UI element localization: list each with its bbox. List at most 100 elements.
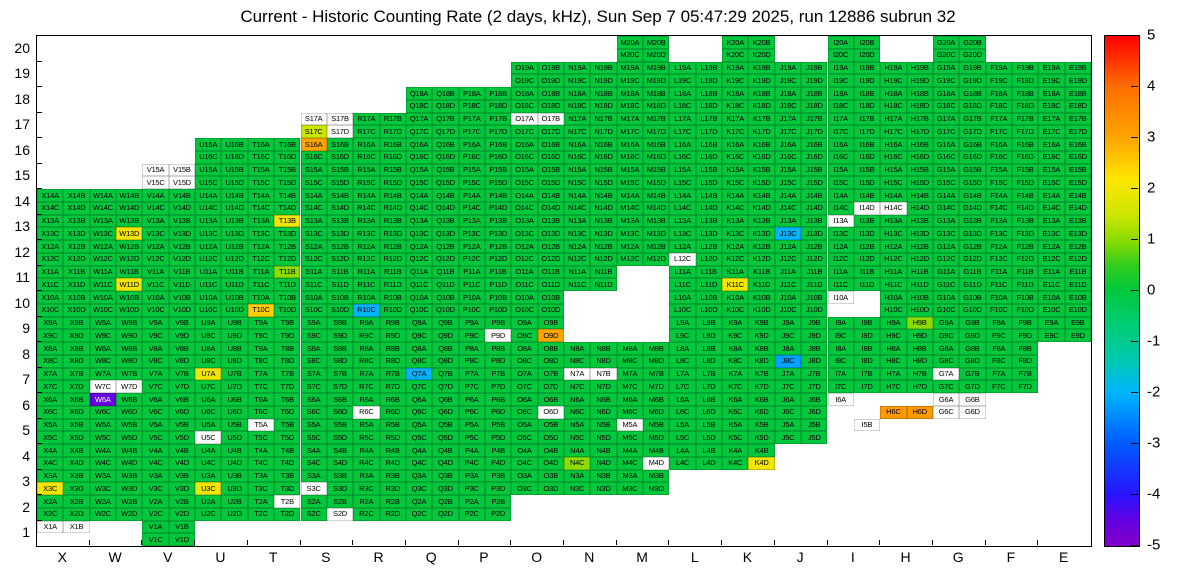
cell-H8C: H8C: [880, 354, 907, 368]
cell-E9D: E9D: [1064, 329, 1091, 342]
cell-G11D: G11D: [959, 278, 986, 291]
cell-R12A: R12A: [353, 240, 380, 253]
x-axis-label-P: P: [479, 549, 489, 565]
cell-I16D: I16D: [853, 150, 881, 164]
cell-W6A: W6A: [89, 393, 117, 406]
x-axis-label-L: L: [690, 549, 699, 565]
cell-P18D: P18D: [484, 99, 512, 113]
x-axis-tick: [773, 540, 775, 545]
cell-N14B: N14B: [590, 189, 617, 202]
cell-J6C: J6C: [774, 405, 802, 419]
cell-F15B: F15B: [1011, 163, 1039, 177]
cell-P17C: P17C: [458, 125, 485, 138]
cell-V7C: V7C: [142, 380, 169, 393]
cell-H7C: H7C: [880, 380, 907, 393]
cell-N6A: N6A: [564, 393, 591, 406]
cell-J19C: J19C: [774, 74, 802, 87]
cell-N11D: N11D: [590, 278, 617, 291]
cell-R6D: R6D: [379, 405, 406, 419]
y-axis-tick: [37, 137, 42, 138]
cell-F9C: F9C: [985, 329, 1012, 342]
cell-H12D: H12D: [906, 252, 933, 266]
cell-F14D: F14D: [1011, 201, 1039, 215]
cell-V1A: V1A: [142, 520, 169, 534]
cell-R13A: R13A: [353, 214, 380, 228]
cell-P10D: P10D: [484, 303, 512, 317]
x-axis-label-V: V: [163, 549, 173, 565]
cell-L9C: L9C: [669, 329, 696, 342]
cell-V11A: V11A: [142, 265, 169, 279]
cell-K10D: K10D: [748, 303, 775, 317]
cell-M19B: M19B: [643, 61, 670, 75]
cell-V8B: V8B: [168, 342, 196, 355]
cell-F8D: F8D: [1011, 354, 1039, 368]
cell-U7A: U7A: [195, 367, 222, 381]
y-axis-tick: [37, 264, 42, 266]
cell-X2C: X2C: [37, 507, 64, 521]
cell-I11A: I11A: [827, 265, 854, 279]
cell-I20C: I20C: [827, 48, 854, 62]
cell-O13C: O13C: [511, 227, 538, 240]
cell-L12B: L12B: [695, 240, 723, 253]
cell-F16D: F16D: [1011, 150, 1039, 164]
cell-X14A: X14A: [37, 189, 64, 202]
cell-V15B: V15B: [168, 163, 196, 177]
cell-E10B: E10B: [1064, 291, 1091, 304]
cell-V14B: V14B: [168, 189, 196, 202]
cell-O18B: O18B: [537, 87, 564, 100]
cell-U11A: U11A: [195, 265, 222, 279]
cell-W9D: W9D: [116, 329, 143, 342]
cell-O3C: O3C: [511, 482, 538, 495]
cell-X5C: X5C: [37, 431, 64, 444]
colorbar-tick-label--2: -2: [1147, 383, 1161, 401]
cell-K7D: K7D: [748, 380, 775, 393]
cell-K19B: K19B: [748, 61, 775, 75]
x-axis-tick: [141, 540, 143, 545]
cell-R15D: R15D: [379, 176, 406, 189]
cell-H10A: H10A: [880, 291, 907, 304]
cell-Q17A: Q17A: [405, 112, 433, 126]
cell-R6B: R6B: [379, 393, 406, 406]
cell-G8C: G8C: [932, 354, 960, 368]
cell-L13C: L13C: [669, 227, 696, 240]
cell-E13D: E13D: [1064, 227, 1091, 240]
cell-E16C: E16C: [1038, 150, 1065, 164]
cell-T5A: T5A: [247, 418, 275, 432]
cell-P8A: P8A: [458, 342, 485, 355]
cell-P18B: P18B: [484, 87, 512, 100]
cell-S16A: S16A: [300, 138, 327, 151]
cell-J5B: J5B: [801, 418, 828, 432]
cell-E12D: E12D: [1064, 252, 1091, 266]
cell-V11D: V11D: [168, 278, 196, 291]
cell-G8A: G8A: [932, 342, 960, 355]
x-axis-tick: [879, 540, 881, 545]
cell-J14B: J14B: [801, 189, 828, 202]
cell-T12D: T12D: [274, 252, 301, 266]
y-axis-tick: [37, 111, 42, 113]
cell-I19A: I19A: [827, 61, 854, 75]
cell-J11C: J11C: [774, 278, 802, 291]
cell-I7B: I7B: [853, 367, 881, 381]
cell-K6C: K6C: [722, 405, 749, 419]
cell-J16A: J16A: [774, 138, 802, 151]
cell-E17D: E17D: [1064, 125, 1091, 138]
cell-P4B: P4B: [484, 444, 512, 457]
cell-U7D: U7D: [221, 380, 248, 393]
x-axis-label-H: H: [900, 549, 911, 565]
x-axis-tick: [88, 540, 90, 545]
colorbar-tick: [1131, 239, 1138, 240]
cell-I15A: I15A: [827, 163, 854, 177]
cell-M8D: M8D: [643, 354, 670, 368]
cell-K19A: K19A: [722, 61, 749, 75]
cell-O16B: O16B: [537, 138, 564, 151]
cell-U3A: U3A: [195, 469, 222, 483]
cell-W11B: W11B: [116, 265, 143, 279]
cell-P5B: P5B: [484, 418, 512, 432]
cell-L16D: L16D: [695, 150, 723, 164]
cell-T13C: T13C: [247, 227, 275, 240]
cell-H18B: H18B: [906, 87, 933, 100]
cell-N13D: N13D: [590, 227, 617, 240]
cell-X5D: X5D: [63, 431, 90, 444]
cell-T16A: T16A: [247, 138, 275, 151]
cell-Q4D: Q4D: [432, 456, 459, 470]
